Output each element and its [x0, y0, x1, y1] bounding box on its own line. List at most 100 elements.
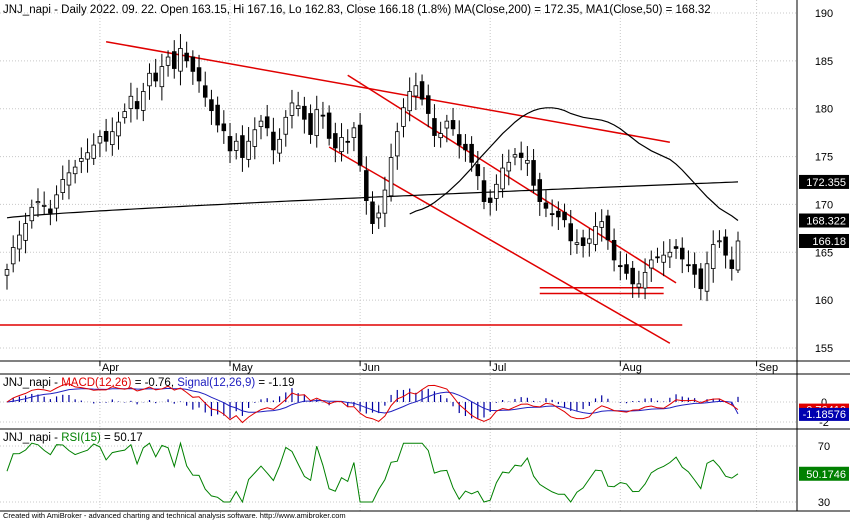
symbol-label: JNJ_napi — [3, 377, 51, 389]
candle — [60, 165, 66, 200]
candle — [413, 72, 419, 111]
candle-body — [549, 213, 555, 216]
rsi-label: RSI(15) — [61, 432, 101, 444]
ma50-line — [409, 107, 739, 221]
candle-body — [729, 259, 735, 269]
candle — [469, 136, 474, 172]
price-tick-label: 190 — [815, 8, 833, 20]
price-tick-label: 165 — [815, 247, 833, 259]
candle-body — [116, 121, 121, 137]
candle — [556, 201, 561, 230]
candle-body — [48, 208, 53, 214]
candle — [178, 34, 183, 86]
candle — [221, 110, 227, 144]
candle — [72, 159, 78, 184]
candle-body — [401, 107, 406, 127]
candle — [54, 185, 59, 222]
candle — [500, 153, 505, 198]
candle — [463, 134, 468, 162]
candle — [456, 120, 462, 159]
rsi-header: JNJ_napi - RSI(15) = 50.17 — [3, 432, 143, 444]
candle-body — [202, 85, 208, 98]
grid-lines — [0, 0, 797, 511]
candle — [401, 98, 406, 138]
signal-value: = -1.19 — [255, 377, 294, 389]
candle-body — [10, 247, 16, 265]
candle — [605, 209, 611, 250]
candle — [283, 110, 289, 147]
candle — [512, 148, 518, 166]
price-tag-label: 172.355 — [806, 177, 846, 189]
candle-body — [481, 180, 487, 202]
macd-header: JNJ_napi - MACD(12,26) = -0.76, Signal(1… — [3, 377, 295, 389]
candle — [432, 104, 437, 147]
candle — [537, 172, 543, 216]
candle-body — [494, 183, 499, 199]
candle-body — [326, 112, 332, 139]
candle — [531, 149, 536, 194]
candle-body — [264, 116, 270, 129]
price-tick-label: 180 — [815, 104, 833, 116]
candle — [692, 252, 697, 288]
candle-body — [54, 194, 59, 209]
macd-value: = -0.76, — [132, 377, 178, 389]
candle-body — [141, 91, 146, 111]
candle-body — [227, 136, 233, 152]
candle-body — [686, 264, 691, 267]
candle — [388, 143, 394, 202]
macd-tick-label: -2 — [819, 417, 829, 429]
candle-body — [333, 133, 338, 149]
ma200-label: MA(Close,200) = 172.35, — [454, 4, 582, 16]
month-label: Apr — [102, 362, 119, 374]
candle-body — [642, 271, 648, 289]
candle-body — [568, 223, 573, 242]
candle-body — [110, 131, 115, 146]
candle — [487, 189, 493, 216]
candle-body — [357, 124, 363, 166]
candle-body — [302, 105, 307, 120]
candle-body — [636, 283, 642, 288]
candle — [382, 176, 388, 228]
candle-body — [289, 102, 295, 116]
candle — [438, 121, 443, 148]
candle — [209, 89, 214, 125]
candle — [190, 50, 196, 85]
rsi-tick-label: 30 — [818, 497, 830, 509]
separator: - — [51, 432, 61, 444]
candle-body — [611, 239, 617, 261]
candle-body — [407, 91, 412, 112]
macd-tag-label: -1.18576 — [803, 409, 846, 421]
candle-body — [122, 111, 127, 119]
candle-body — [388, 157, 394, 197]
candle — [376, 205, 381, 229]
y-axis-ticks: 155 160 165 170 175 180 185 190 — [815, 8, 833, 355]
candle — [525, 146, 530, 176]
candle — [103, 118, 109, 152]
price-tick-label: 160 — [815, 295, 833, 307]
candle-body — [370, 201, 375, 224]
candle — [407, 77, 412, 122]
candle — [116, 111, 121, 150]
candle — [518, 141, 524, 171]
candle-body — [258, 120, 264, 128]
candle-body — [456, 134, 462, 146]
candle-body — [710, 244, 716, 269]
candle-body — [196, 67, 202, 82]
candle-body — [79, 158, 84, 162]
candle — [717, 230, 722, 248]
candle — [122, 103, 127, 124]
candle-body — [29, 206, 35, 222]
candle-body — [580, 237, 586, 246]
candle-body — [649, 259, 654, 269]
candle — [41, 191, 47, 215]
candle-body — [543, 202, 549, 209]
candle-body — [233, 140, 239, 151]
candle-body — [525, 159, 530, 164]
candle — [425, 84, 431, 128]
candle-body — [165, 56, 171, 66]
candle-body — [221, 123, 227, 132]
candle-body — [500, 167, 505, 190]
candle-body — [66, 172, 72, 186]
candle-body — [444, 120, 450, 129]
